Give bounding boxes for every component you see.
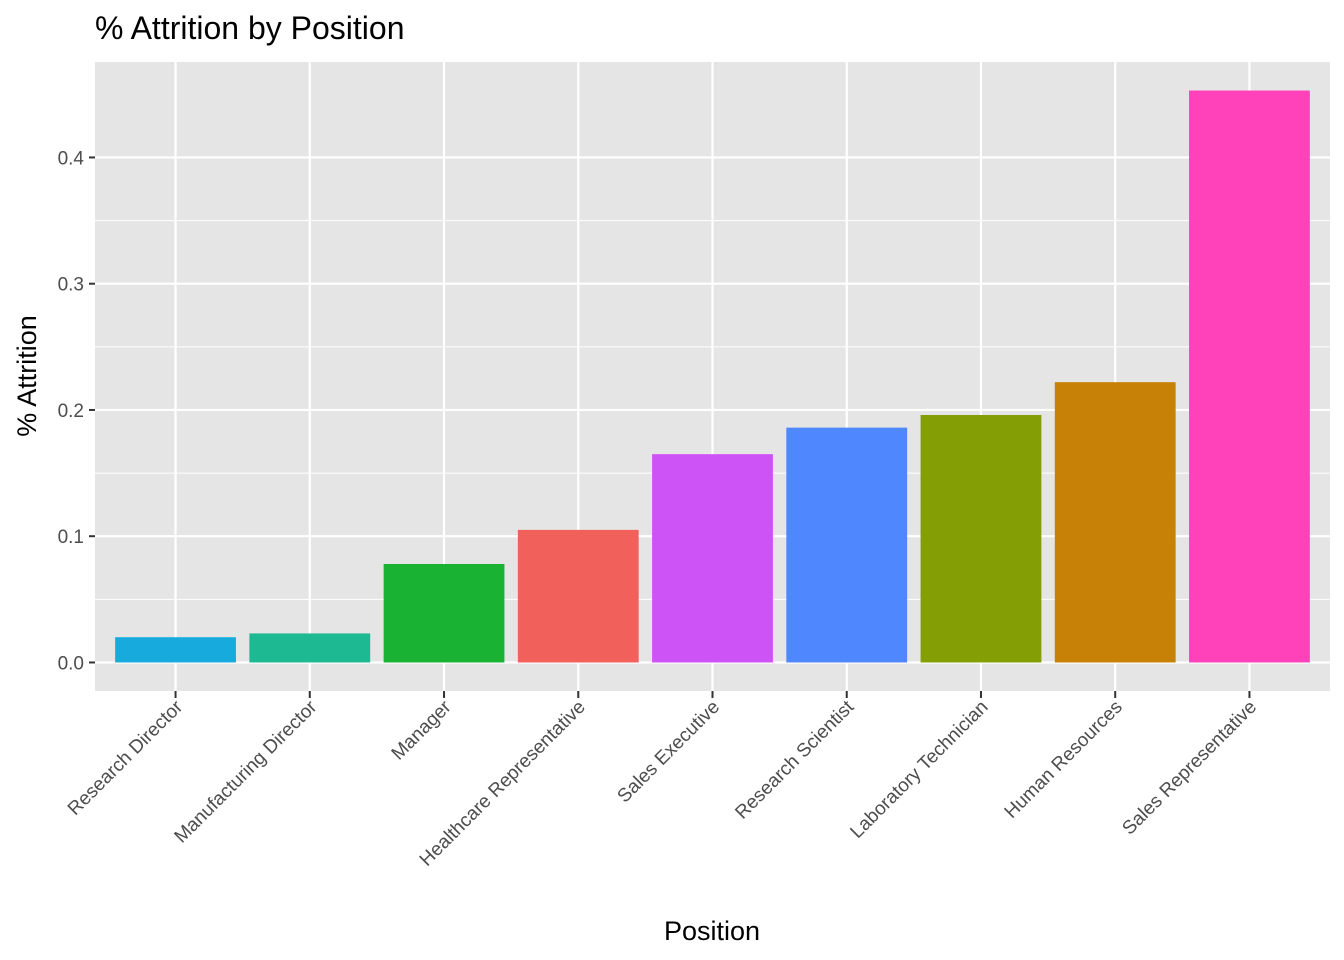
y-tick-label: 0.1: [58, 527, 84, 548]
x-tick-label: Research Scientist: [731, 696, 858, 823]
x-tick-label: Sales Representative: [1118, 697, 1261, 840]
bar: [115, 637, 236, 663]
bar: [249, 633, 371, 663]
bar: [786, 427, 908, 663]
x-axis-title: Position: [664, 916, 760, 946]
x-tick-label: Research Director: [64, 696, 188, 820]
bar: [517, 529, 639, 663]
chart-title: % Attrition by Position: [95, 10, 404, 46]
y-axis-title: % Attrition: [12, 315, 42, 437]
y-tick-label: 0.4: [58, 148, 85, 169]
x-tick-label: Manufacturing Director: [171, 696, 322, 847]
bar: [652, 454, 773, 663]
bar: [383, 563, 505, 663]
x-tick-label: Sales Executive: [614, 697, 724, 807]
y-tick-label: 0.2: [58, 401, 84, 422]
x-tick-label: Manager: [388, 696, 456, 764]
bars: [115, 90, 1310, 663]
x-tick-label: Human Resources: [1001, 697, 1127, 823]
bar: [1189, 90, 1310, 663]
y-tick-label: 0.0: [58, 653, 84, 674]
y-tick-label: 0.3: [58, 275, 84, 296]
y-axis: 0.0 0.1 0.2 0.3 0.4: [58, 148, 95, 674]
bar: [1054, 382, 1176, 663]
bar: [920, 415, 1042, 663]
x-tick-label: Laboratory Technician: [846, 697, 992, 843]
